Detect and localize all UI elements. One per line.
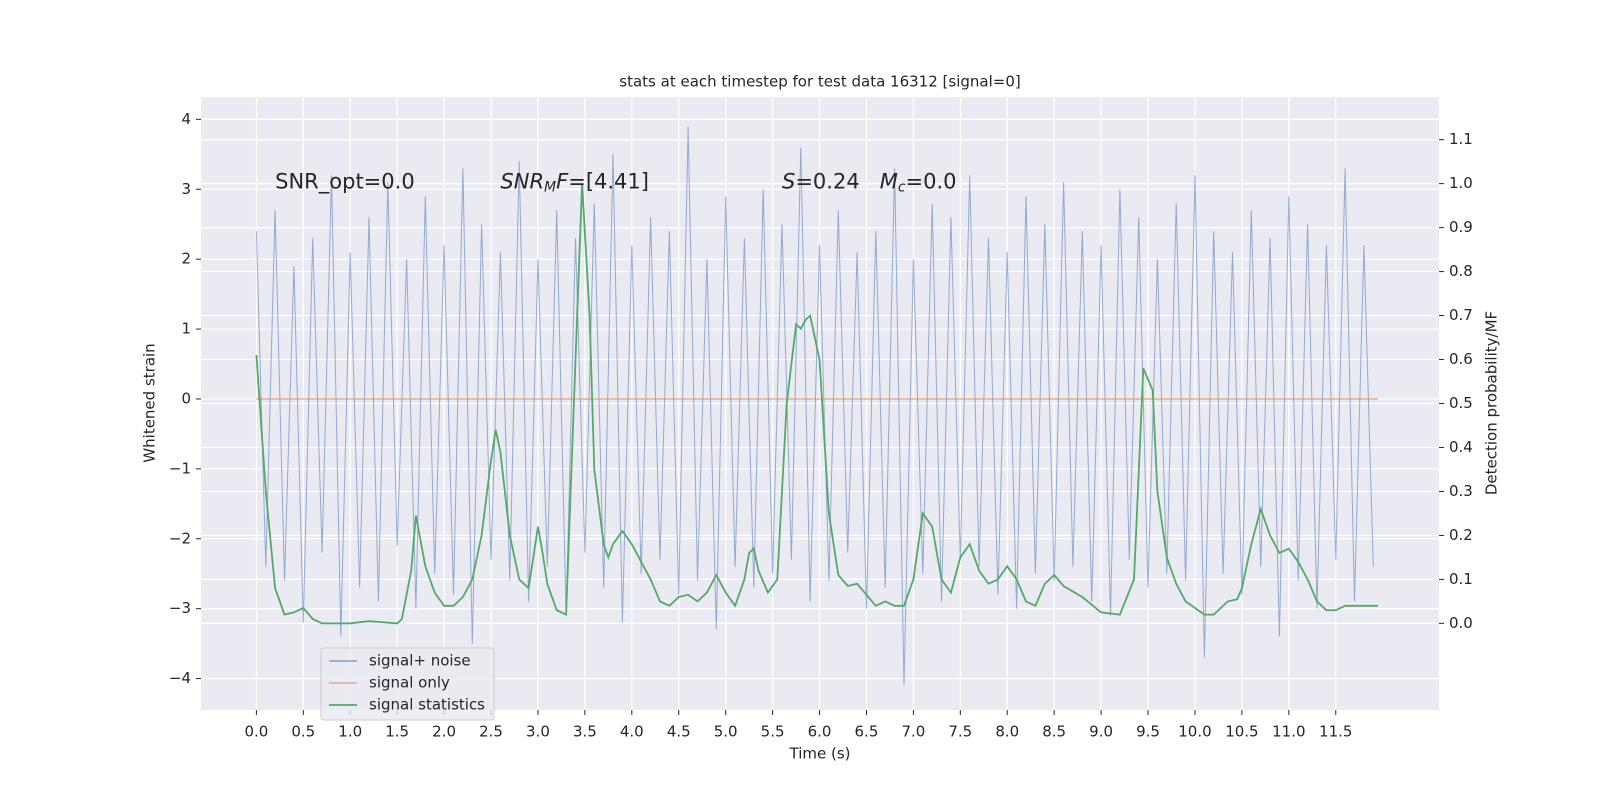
y2-tick-label: 0.6 bbox=[1449, 350, 1473, 368]
y-tick-label: 2 bbox=[181, 250, 191, 268]
x-tick-label: 6.5 bbox=[855, 723, 879, 741]
x-tick-label: 3.5 bbox=[573, 723, 597, 741]
annotation-part: F bbox=[556, 169, 569, 193]
legend-label: signal only bbox=[369, 674, 450, 692]
x-tick-label: 0.5 bbox=[291, 723, 315, 741]
x-tick-label: 8.5 bbox=[1042, 723, 1066, 741]
y-tick-label: 3 bbox=[181, 180, 191, 198]
annotation-part: M bbox=[880, 169, 898, 193]
annotation-part: SNR_opt=0.0 bbox=[275, 169, 415, 194]
annotation: SNRMF=[4.41] bbox=[500, 169, 649, 195]
y2-axis-label: Detection probability/MF bbox=[1483, 311, 1501, 495]
y-tick-label: 0 bbox=[181, 389, 191, 407]
x-tick-label: 1.5 bbox=[385, 723, 409, 741]
y-axis-label: Whitened strain bbox=[141, 343, 159, 462]
legend-label: signal statistics bbox=[369, 696, 485, 714]
annotation: S=0.24 Mc=0.0 bbox=[782, 169, 957, 195]
annotation-part: =[4.41] bbox=[568, 169, 649, 193]
legend-label: signal+ noise bbox=[369, 652, 471, 670]
y2-tick-label: 1.1 bbox=[1449, 130, 1473, 148]
x-tick-label: 7.5 bbox=[948, 723, 972, 741]
y-tick-label: −2 bbox=[169, 529, 191, 547]
x-tick-label: 8.0 bbox=[995, 723, 1019, 741]
x-tick-label: 5.0 bbox=[714, 723, 738, 741]
x-tick-label: 4.5 bbox=[667, 723, 691, 741]
x-tick-label: 1.0 bbox=[338, 723, 362, 741]
y2-tick-label: 1.0 bbox=[1449, 174, 1473, 192]
x-tick-label: 0.0 bbox=[244, 723, 268, 741]
y2-tick-label: 0.5 bbox=[1449, 394, 1473, 412]
x-tick-label: 5.5 bbox=[761, 723, 785, 741]
y2-tick-label: 0.1 bbox=[1449, 570, 1473, 588]
y-tick-label: −3 bbox=[169, 599, 191, 617]
y2-tick-label: 0.7 bbox=[1449, 306, 1473, 324]
series-line bbox=[255, 183, 1378, 625]
x-tick-label: 10.5 bbox=[1225, 723, 1258, 741]
y-tick-label: 4 bbox=[181, 110, 191, 128]
y2-tick-label: 0.3 bbox=[1449, 482, 1473, 500]
x-tick-label: 7.0 bbox=[901, 723, 925, 741]
annotation-part: S bbox=[782, 169, 795, 193]
y2-tick-label: 0.0 bbox=[1449, 614, 1473, 632]
annotation-part: =0.0 bbox=[906, 169, 957, 193]
annotation-part: SNR bbox=[500, 169, 544, 193]
annotation-part: c bbox=[898, 179, 906, 195]
annotation: SNR_opt=0.0 bbox=[275, 169, 415, 194]
x-tick-label: 2.5 bbox=[479, 723, 503, 741]
x-tick-label: 9.0 bbox=[1089, 723, 1113, 741]
legend-box bbox=[320, 647, 495, 721]
y-tick-label: −1 bbox=[169, 459, 191, 477]
x-tick-label: 11.0 bbox=[1272, 723, 1305, 741]
chart-title: stats at each timestep for test data 163… bbox=[619, 73, 1020, 91]
y2-tick-label: 0.2 bbox=[1449, 526, 1473, 544]
y2-tick-label: 0.4 bbox=[1449, 438, 1473, 456]
y-tick-label: 1 bbox=[181, 320, 191, 338]
annotation-part: =0.24 bbox=[795, 169, 879, 193]
x-axis-label: Time (s) bbox=[789, 745, 851, 763]
x-tick-label: 10.0 bbox=[1178, 723, 1211, 741]
x-tick-label: 3.0 bbox=[526, 723, 550, 741]
annotation-part: M bbox=[544, 179, 556, 195]
x-tick-label: 2.0 bbox=[432, 723, 456, 741]
series-line bbox=[255, 126, 1374, 686]
x-tick-label: 6.0 bbox=[808, 723, 832, 741]
x-tick-label: 9.5 bbox=[1136, 723, 1160, 741]
x-tick-label: 11.5 bbox=[1319, 723, 1352, 741]
y-tick-label: −4 bbox=[169, 669, 191, 687]
x-tick-label: 4.0 bbox=[620, 723, 644, 741]
y2-tick-label: 0.9 bbox=[1449, 218, 1473, 236]
y2-tick-label: 0.8 bbox=[1449, 262, 1473, 280]
